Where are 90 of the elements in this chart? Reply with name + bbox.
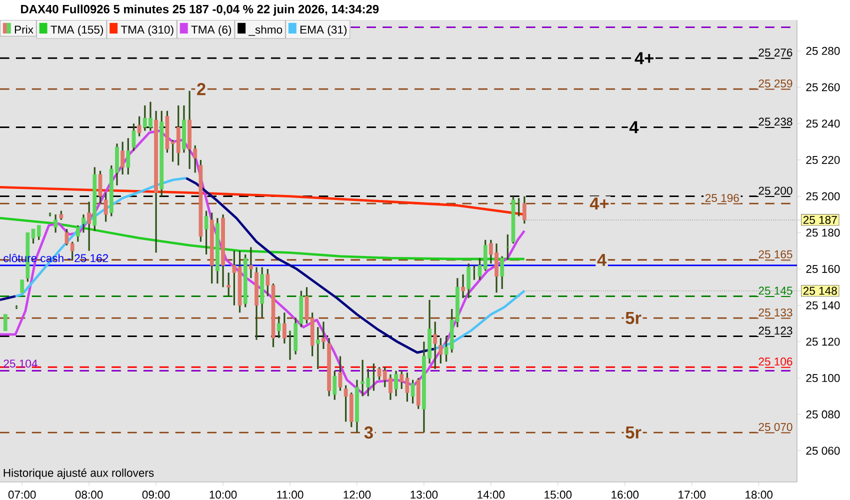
annotation: Historique ajusté aux rollovers <box>4 468 154 480</box>
x-tick-label: 10:00 <box>210 490 237 499</box>
candlestick <box>338 355 342 392</box>
candlestick <box>322 320 326 350</box>
y-tick-label: 25 200 <box>806 192 840 200</box>
x-tick-label: 18:00 <box>746 490 773 499</box>
y-tick-label: 25 080 <box>806 410 840 418</box>
candlestick <box>120 140 125 176</box>
y-tick-label: 25 240 <box>806 120 840 128</box>
x-tick-label: 09:00 <box>142 490 170 499</box>
annotation: 2 <box>197 83 206 96</box>
annotation: 25 187 <box>803 216 837 224</box>
ref-line-label: 25 200 <box>758 186 792 195</box>
y-tick-label: 25 100 <box>806 374 840 382</box>
legend-label: Prix <box>14 25 34 34</box>
legend-label: TMA (6) <box>191 25 232 36</box>
candlestick <box>137 116 142 138</box>
candlestick <box>126 137 130 176</box>
candlestick <box>59 210 64 221</box>
annotation: 3 <box>364 426 373 439</box>
x-tick-label: 14:00 <box>478 490 505 499</box>
x-tick-label: 08:00 <box>75 490 103 499</box>
candlestick <box>266 268 270 298</box>
annotation: 5r <box>626 312 642 324</box>
x-tick-label: 13:00 <box>410 490 438 499</box>
annotation: 25 148 <box>803 286 837 295</box>
annotation: 4 <box>597 254 607 266</box>
annotation: 5r <box>626 426 642 439</box>
y-tick-label: 25 120 <box>806 338 840 346</box>
annotation: 4 <box>629 121 639 134</box>
ref-line-label: 25 238 <box>758 118 792 126</box>
ref-line-label: 25 133 <box>758 308 792 316</box>
ref-line-label: 25 196 <box>705 194 739 202</box>
candlestick <box>461 274 465 299</box>
y-tick-label: 25 220 <box>806 156 840 164</box>
candlestick <box>104 192 108 223</box>
candlestick <box>316 326 320 370</box>
ref-line-label: 25 106 <box>758 358 792 366</box>
legend-label: _shmo <box>248 25 282 36</box>
candlestick <box>522 195 526 224</box>
legend-label: TMA (310) <box>120 25 174 36</box>
annotation: 4+ <box>634 52 654 64</box>
chart-title: DAX40 Full0926 5 minutes 25 187 -0,04 % 22 juin 2026, 14:34:29 <box>21 4 379 16</box>
candlestick <box>132 122 136 152</box>
x-tick-label: 15:00 <box>544 490 572 499</box>
candlestick <box>54 214 58 234</box>
x-tick-label: 12:00 <box>344 490 371 499</box>
x-tick-label: 16:00 <box>612 490 639 499</box>
candlestick <box>3 314 8 332</box>
line-series <box>0 216 526 260</box>
candlestick <box>226 272 231 298</box>
candlestick <box>98 170 102 204</box>
annotation: 4+ <box>590 198 609 210</box>
legend-label: TMA (155) <box>50 25 104 36</box>
candlestick <box>472 264 476 281</box>
y-tick-label: 25 180 <box>806 228 840 237</box>
candlestick <box>304 286 309 324</box>
candlestick <box>433 320 438 370</box>
candlestick <box>500 255 504 290</box>
candlestick <box>282 312 286 344</box>
ref-line-label: 25 123 <box>758 326 792 335</box>
y-tick-label: 25 260 <box>806 83 840 92</box>
candlestick <box>82 214 86 234</box>
ref-line-label: 25 145 <box>758 286 792 295</box>
y-tick-label: 25 160 <box>806 265 840 273</box>
candlestick <box>204 210 208 256</box>
candlestick <box>466 262 471 299</box>
annotation: 25 104 <box>4 360 38 368</box>
candlestick <box>394 370 398 398</box>
candlestick <box>76 224 80 243</box>
x-tick-label: 07:00 <box>8 490 36 499</box>
y-tick-label: 25 140 <box>806 301 840 310</box>
x-tick-label: 11:00 <box>277 490 304 499</box>
candlestick <box>276 315 281 339</box>
ref-line-label: 25 259 <box>758 79 792 88</box>
x-tick-label: 17:00 <box>678 490 706 499</box>
candlestick <box>438 337 443 364</box>
candlestick <box>87 200 92 252</box>
candlestick <box>20 279 24 294</box>
candlestick <box>410 379 415 404</box>
line-series <box>0 130 526 396</box>
candlestick <box>249 246 253 279</box>
y-tick-label: 25 280 <box>806 46 840 55</box>
candlestick <box>332 370 337 401</box>
legend-label: EMA (31) <box>300 25 347 36</box>
ref-line-label: 25 276 <box>758 48 792 57</box>
candlestick <box>232 250 236 306</box>
ref-line-label: 25 070 <box>758 422 792 431</box>
y-tick-label: 25 060 <box>806 446 840 455</box>
ref-line-label: 25 165 <box>758 250 792 258</box>
